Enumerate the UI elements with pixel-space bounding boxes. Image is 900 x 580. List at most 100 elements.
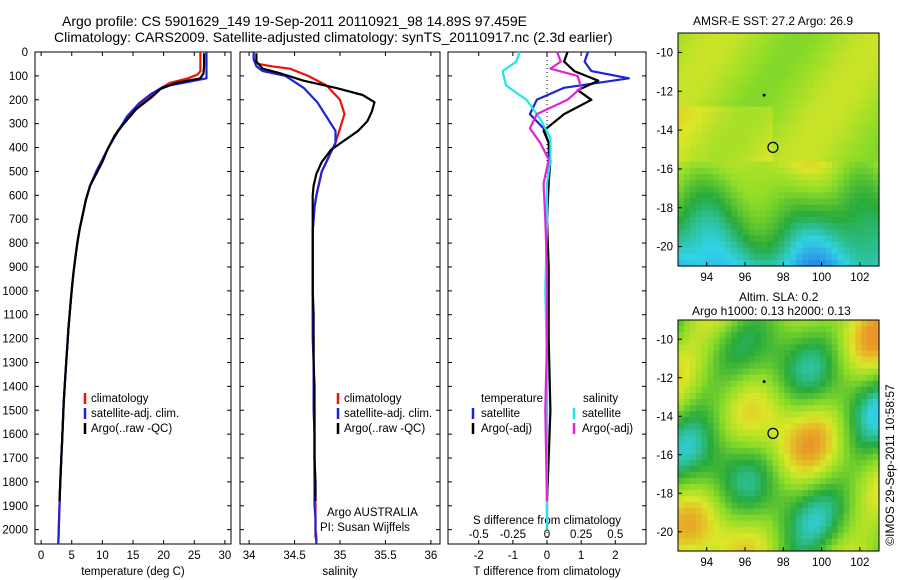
map-cell [678, 241, 685, 249]
map-cell [707, 417, 715, 424]
map-cell [784, 514, 791, 522]
map-cell [713, 112, 720, 120]
map-cell [778, 69, 786, 77]
map-cell [683, 508, 691, 516]
map-cell [808, 174, 815, 181]
map-cell [725, 131, 732, 138]
map-cell [737, 399, 744, 406]
map-cell [873, 532, 880, 540]
map-cell [731, 100, 738, 108]
map-cell [754, 356, 762, 364]
map-cell [701, 405, 709, 412]
map-cell [861, 167, 868, 175]
map-cell [861, 344, 868, 351]
map-cell [808, 392, 815, 400]
map-y-tick-label: -20 [656, 527, 673, 539]
map-cell [707, 75, 715, 83]
map-cell [819, 520, 827, 528]
map-cell [843, 106, 851, 114]
map-cell [737, 57, 744, 65]
map-cell [802, 326, 809, 333]
map-cell [790, 380, 797, 388]
map-cell [748, 356, 756, 364]
map-cell [831, 143, 839, 151]
map-cell [825, 544, 833, 552]
map-cell [861, 453, 868, 461]
map-cell [873, 192, 880, 200]
map-cell [766, 471, 774, 479]
map-cell [760, 118, 768, 126]
map-cell [867, 429, 874, 437]
map-cell [873, 63, 880, 71]
map-cell [861, 131, 868, 138]
map-cell [808, 223, 815, 230]
map-cell [867, 45, 874, 52]
figure-title: Argo profile: CS 5901629_149 19-Sep-2011… [62, 13, 527, 29]
map-cell [867, 514, 874, 522]
map-cell [737, 520, 744, 528]
map-cell [843, 453, 851, 461]
map-cell [707, 39, 715, 46]
map-cell [737, 253, 744, 261]
map-cell [719, 143, 726, 151]
map-cell [754, 392, 762, 400]
map-cell [701, 259, 709, 267]
map-cell [737, 39, 744, 46]
map-cell [802, 210, 809, 218]
map-cell [867, 88, 874, 95]
map-cell [760, 399, 768, 406]
map-cell [701, 253, 709, 261]
map-cell [689, 508, 697, 516]
map-cell [849, 332, 856, 339]
map-cell [796, 338, 803, 345]
map-cell [754, 124, 762, 132]
map-cell [867, 399, 874, 406]
map-cell [808, 441, 815, 449]
map-cell [731, 520, 738, 528]
map-cell [754, 520, 762, 528]
map-cell [719, 441, 726, 449]
map-cell [819, 484, 827, 491]
map-cell [831, 100, 839, 108]
map-cell [831, 544, 839, 552]
s-tick-label: 0 [544, 529, 550, 541]
map-cell [689, 478, 697, 485]
map-cell [772, 465, 780, 473]
map-cell [867, 435, 874, 443]
difference-legend: temperature salinitysatelliteArgo(-adj)sa… [471, 393, 633, 435]
map-cell [843, 429, 851, 437]
map-cell [825, 235, 833, 243]
map-cell [837, 544, 845, 552]
map-cell [772, 538, 780, 546]
map-cell [778, 429, 786, 437]
map-cell [796, 253, 803, 261]
map-cell [719, 167, 726, 175]
legend-label: climatology [344, 393, 402, 405]
map-cell [796, 320, 803, 327]
map-cell [808, 344, 815, 351]
map-cell [760, 210, 768, 218]
map-cell [784, 118, 791, 126]
map-cell [772, 386, 780, 394]
map-cell [813, 155, 821, 163]
x-tick-label: 30 [218, 550, 231, 562]
map-cell [784, 532, 791, 540]
map-cell [683, 526, 691, 534]
map-cell [867, 538, 874, 546]
map-cell [772, 368, 780, 376]
map-cell [796, 118, 803, 126]
map-cell [737, 478, 744, 485]
map-cell [825, 441, 833, 449]
map-cell [855, 423, 862, 431]
map-cell [778, 447, 786, 455]
map-cell [861, 259, 868, 267]
map-cell [731, 502, 738, 510]
map-cell [695, 526, 703, 534]
map-cell [843, 350, 851, 358]
map-cell [861, 441, 868, 449]
map-cell [689, 502, 697, 510]
map-cell [837, 131, 845, 138]
map-cell [843, 45, 851, 52]
map-cell [731, 356, 738, 364]
